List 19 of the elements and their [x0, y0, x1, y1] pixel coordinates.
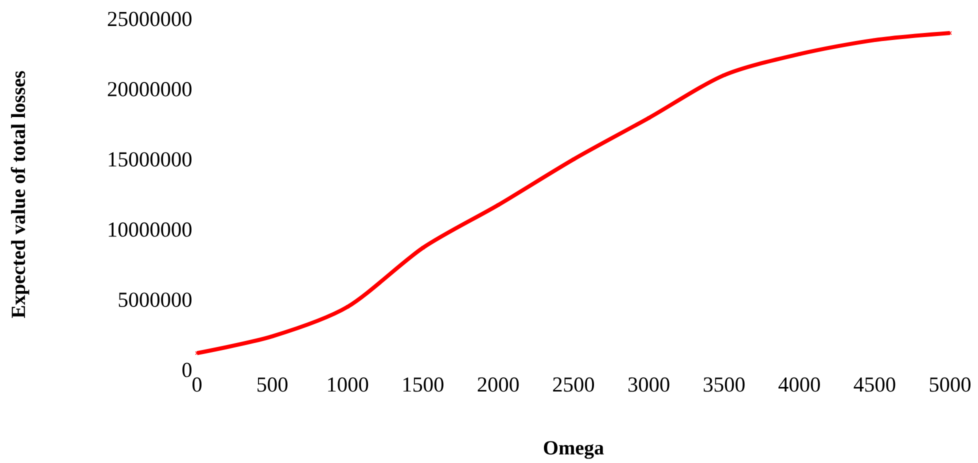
- y-tick-label: 15000000: [108, 152, 192, 167]
- y-tick-label: 20000000: [108, 82, 192, 96]
- x-axis-title: Omega: [544, 441, 604, 459]
- y-tick-label: 0: [182, 362, 192, 378]
- x-tick-label: 2000: [478, 377, 519, 392]
- y-tick-label: 10000000: [108, 222, 192, 237]
- x-tick-label: 2500: [553, 377, 594, 392]
- y-axis-title: Expected value of total losses: [10, 71, 30, 318]
- x-tick-label: 3000: [628, 377, 670, 392]
- y-tick-label: 25000000: [108, 12, 192, 26]
- x-tick-label: 3500: [704, 377, 745, 392]
- x-tick-label: 1000: [328, 377, 368, 392]
- x-tick-label: 500: [258, 377, 288, 392]
- x-tick-label: 5000: [930, 377, 971, 392]
- x-tick-label: 1500: [403, 377, 444, 392]
- x-tick-label: 0: [192, 377, 202, 392]
- y-tick-label: 5000000: [118, 292, 192, 307]
- x-tick-label: 4000: [778, 377, 820, 392]
- x-tick-label: 4500: [854, 377, 896, 392]
